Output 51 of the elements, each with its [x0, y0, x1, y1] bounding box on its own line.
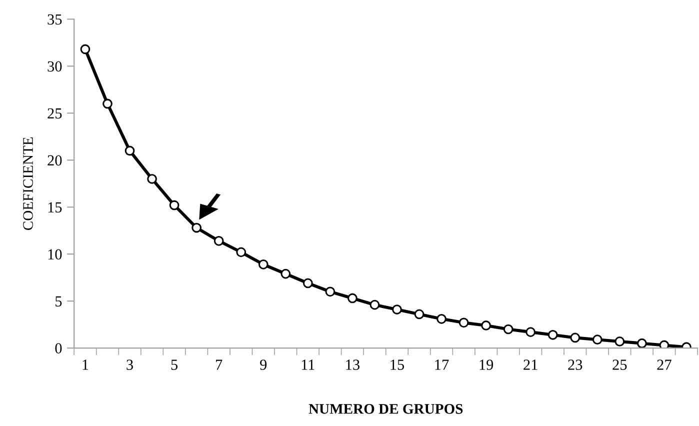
x-tick-label: 21 — [524, 360, 538, 370]
point — [526, 327, 536, 337]
point — [192, 222, 202, 233]
y-axis-title: COEFICIENTE — [23, 137, 33, 230]
point — [124, 146, 135, 156]
point — [102, 98, 112, 109]
point — [503, 324, 514, 334]
point — [147, 174, 157, 184]
x-tick-label: 5 — [171, 360, 178, 370]
x-axis-title: NUMERO DE GRUPOS — [308, 404, 463, 414]
point — [592, 334, 602, 345]
point — [659, 340, 670, 348]
point — [348, 293, 358, 304]
y-tick-label: 15 — [48, 202, 62, 213]
x-tick-label: 17 — [435, 360, 449, 370]
point — [258, 259, 268, 270]
point — [236, 247, 246, 258]
point — [370, 300, 380, 310]
point — [214, 236, 224, 246]
point — [414, 309, 424, 320]
x-tick-label: 27 — [657, 360, 672, 370]
point — [637, 338, 647, 348]
y-tick-label: 30 — [48, 61, 62, 72]
x-tick-label: 7 — [216, 360, 222, 370]
point — [302, 278, 313, 288]
point — [548, 330, 558, 340]
y-tick-label: 20 — [48, 155, 62, 166]
x-tick-label: 9 — [260, 360, 267, 370]
x-tick-label: 1 — [82, 360, 88, 370]
point — [614, 336, 625, 346]
y-tick-label: 0 — [55, 343, 62, 354]
x-tick-label: 15 — [390, 360, 404, 370]
x-tick-label: 13 — [346, 360, 360, 370]
point — [570, 332, 580, 343]
y-tick-label: 35 — [48, 14, 62, 25]
x-tick-label: 23 — [568, 360, 582, 370]
point — [392, 304, 402, 314]
point — [458, 318, 469, 328]
x-tick-label: 19 — [480, 360, 494, 370]
y-tick-label: 25 — [48, 108, 62, 119]
y-tick-label: 5 — [56, 296, 62, 307]
x-tick-label: 3 — [126, 360, 133, 370]
point — [169, 200, 180, 210]
point — [80, 44, 90, 54]
point — [325, 286, 336, 297]
point — [481, 320, 491, 330]
x-tick-label: 11 — [302, 360, 314, 370]
point — [280, 268, 291, 279]
x-tick-label: 25 — [612, 360, 627, 370]
y-tick-label: 10 — [48, 249, 62, 260]
point — [436, 314, 446, 324]
